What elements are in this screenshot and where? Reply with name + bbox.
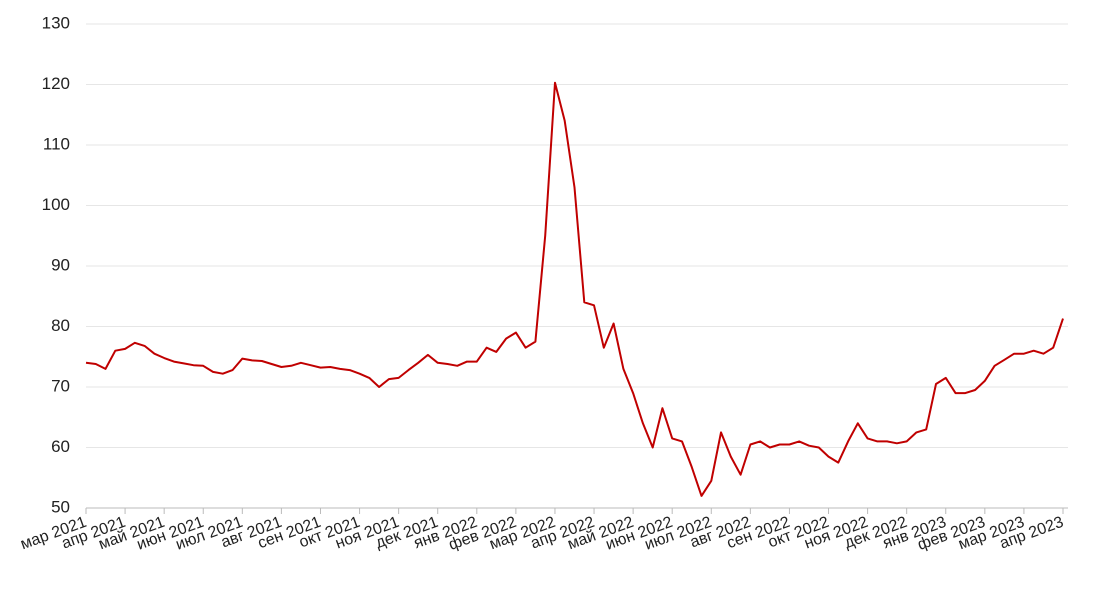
y-tick-label: 50 [51,497,70,516]
line [85,81,1064,497]
y-tick-label: 70 [51,376,70,395]
y-tick-label: 90 [51,255,70,274]
y-tick-label: 120 [42,74,70,93]
y-tick-label: 100 [42,195,70,214]
y-tick-label: 80 [51,316,70,335]
y-tick-label: 130 [42,13,70,32]
y-tick-label: 110 [43,134,70,153]
y-tick-label: 60 [51,437,70,456]
